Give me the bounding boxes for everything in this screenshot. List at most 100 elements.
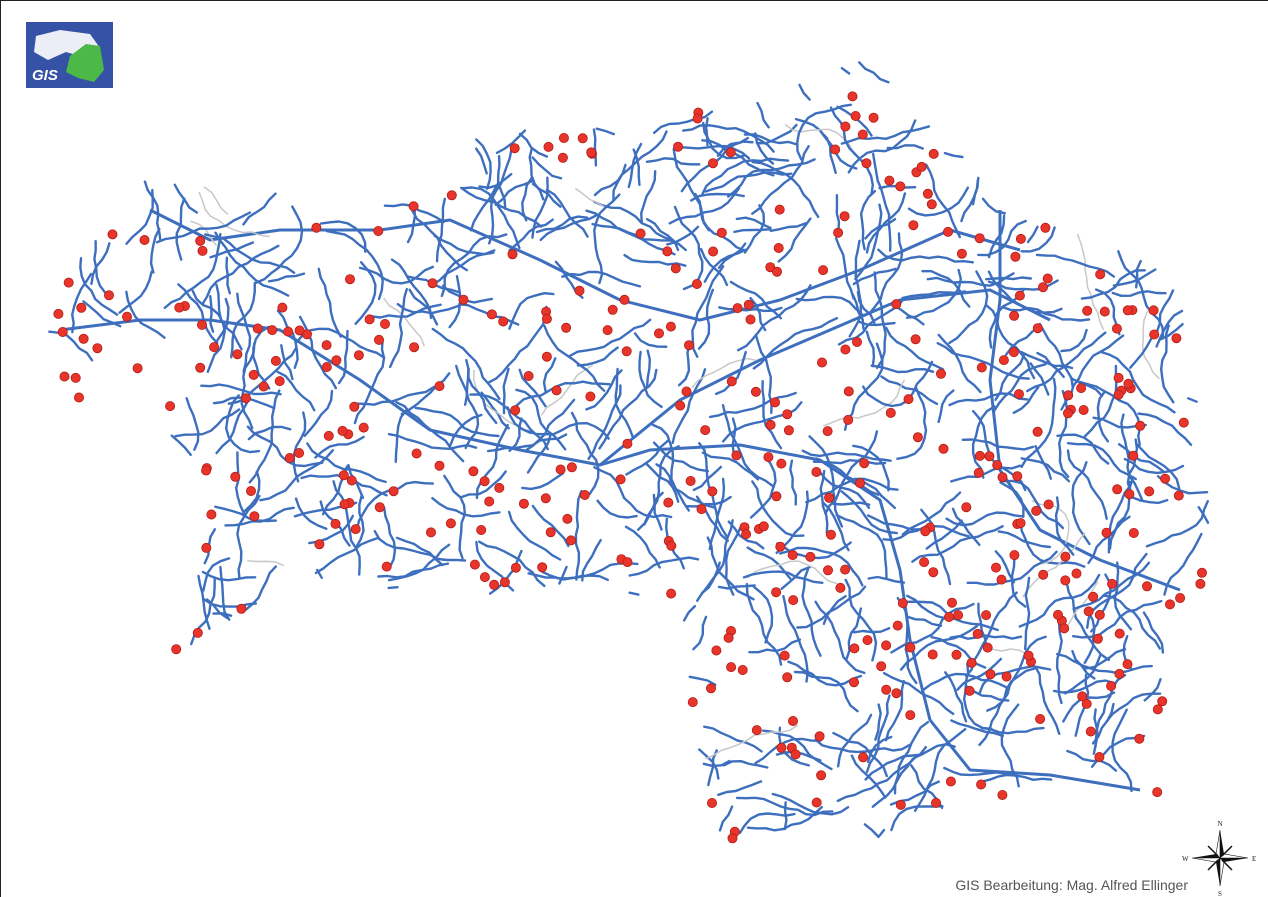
river <box>1132 497 1167 503</box>
station <box>841 122 850 131</box>
station <box>886 408 895 417</box>
station <box>863 636 872 645</box>
station <box>237 604 246 613</box>
river <box>319 269 341 337</box>
station <box>892 300 901 309</box>
station <box>727 377 736 386</box>
station <box>812 467 821 476</box>
river <box>165 234 221 308</box>
station <box>674 142 683 151</box>
station <box>663 247 672 256</box>
station <box>766 420 775 429</box>
station <box>207 510 216 519</box>
station <box>1136 421 1145 430</box>
station <box>1096 270 1105 279</box>
compass-west: W <box>1182 855 1189 863</box>
river <box>1078 235 1104 330</box>
station <box>1016 519 1025 528</box>
station <box>285 453 294 462</box>
station <box>623 558 632 567</box>
station <box>1061 576 1070 585</box>
river <box>737 218 771 228</box>
station <box>374 335 383 344</box>
river <box>384 508 395 568</box>
station <box>1016 234 1025 243</box>
station <box>923 189 932 198</box>
station <box>331 519 340 528</box>
station <box>1061 552 1070 561</box>
river <box>905 602 946 613</box>
station <box>278 303 287 312</box>
logo: GIS <box>26 22 113 88</box>
station <box>1107 681 1116 690</box>
station <box>913 433 922 442</box>
station <box>1142 582 1151 591</box>
river <box>398 303 466 313</box>
station <box>973 629 982 638</box>
station <box>823 427 832 436</box>
station <box>477 525 486 534</box>
station <box>806 552 815 561</box>
station <box>1093 634 1102 643</box>
station <box>1150 330 1159 339</box>
river <box>842 126 929 143</box>
station <box>774 243 783 252</box>
station <box>671 264 680 273</box>
river <box>522 473 563 489</box>
station <box>993 460 1002 469</box>
station <box>374 226 383 235</box>
station <box>315 540 324 549</box>
station <box>944 612 953 621</box>
station <box>1158 697 1167 706</box>
station <box>133 364 142 373</box>
station <box>936 369 945 378</box>
station <box>726 148 735 157</box>
station <box>840 212 849 221</box>
river <box>533 158 561 179</box>
map: GIS N E S W GIS Bearbeitung: Mag. Alfred… <box>0 0 1268 897</box>
station <box>1072 569 1081 578</box>
station <box>1196 579 1205 588</box>
station <box>1153 705 1162 714</box>
station <box>622 347 631 356</box>
station <box>841 565 850 574</box>
station <box>998 473 1007 482</box>
station <box>1033 427 1042 436</box>
station <box>697 505 706 514</box>
station <box>567 463 576 472</box>
station <box>744 300 753 309</box>
river <box>525 400 574 451</box>
station <box>487 310 496 319</box>
river <box>973 178 978 204</box>
station <box>1024 651 1033 660</box>
station <box>104 291 113 300</box>
compass-north: N <box>1217 820 1222 828</box>
station <box>911 335 920 344</box>
station <box>511 406 520 415</box>
station <box>499 317 508 326</box>
river <box>315 437 363 458</box>
station <box>324 431 333 440</box>
station <box>1161 474 1170 483</box>
station <box>485 497 494 506</box>
station <box>862 159 871 168</box>
river <box>127 190 153 244</box>
river <box>756 739 821 763</box>
river <box>1027 333 1105 391</box>
station <box>985 452 994 461</box>
station <box>893 621 902 630</box>
river <box>945 153 963 157</box>
river <box>203 572 255 580</box>
station <box>1095 752 1104 761</box>
station <box>1100 307 1109 316</box>
station <box>906 643 915 652</box>
station <box>997 575 1006 584</box>
station <box>480 573 489 582</box>
river <box>231 283 255 357</box>
station <box>193 628 202 637</box>
river <box>172 436 191 455</box>
station <box>977 363 986 372</box>
station <box>772 492 781 501</box>
station <box>664 498 673 507</box>
river <box>1073 462 1090 544</box>
